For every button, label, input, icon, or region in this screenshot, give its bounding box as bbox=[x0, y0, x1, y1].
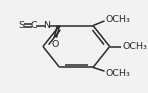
Text: OCH₃: OCH₃ bbox=[106, 15, 131, 24]
Text: S: S bbox=[18, 21, 24, 30]
Text: O: O bbox=[52, 40, 59, 49]
Text: OCH₃: OCH₃ bbox=[106, 69, 131, 78]
Text: C: C bbox=[31, 21, 37, 30]
Text: N: N bbox=[43, 21, 50, 30]
Text: OCH₃: OCH₃ bbox=[123, 42, 147, 51]
